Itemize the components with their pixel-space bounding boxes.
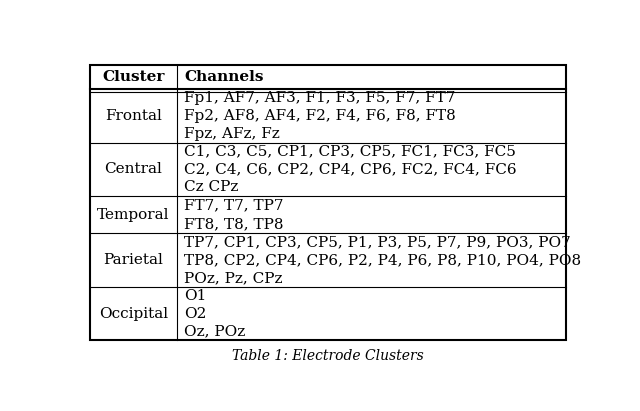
Text: Oz, POz: Oz, POz — [184, 325, 245, 339]
Text: C2, C4, C6, CP2, CP4, CP6, FC2, FC4, FC6: C2, C4, C6, CP2, CP4, CP6, FC2, FC4, FC6 — [184, 162, 516, 176]
Text: Temporal: Temporal — [97, 208, 170, 222]
Text: Parietal: Parietal — [104, 253, 163, 267]
Text: Cluster: Cluster — [102, 70, 164, 84]
Text: Fpz, AFz, Fz: Fpz, AFz, Fz — [184, 127, 280, 141]
Text: Central: Central — [104, 162, 163, 176]
Text: POz, Pz, CPz: POz, Pz, CPz — [184, 271, 283, 285]
Text: Fp2, AF8, AF4, F2, F4, F6, F8, FT8: Fp2, AF8, AF4, F2, F4, F6, F8, FT8 — [184, 109, 456, 123]
Text: TP8, CP2, CP4, CP6, P2, P4, P6, P8, P10, PO4, PO8: TP8, CP2, CP4, CP6, P2, P4, P6, P8, P10,… — [184, 253, 581, 267]
Text: TP7, CP1, CP3, CP5, P1, P3, P5, P7, P9, PO3, PO7: TP7, CP1, CP3, CP5, P1, P3, P5, P7, P9, … — [184, 235, 571, 249]
Text: FT8, T8, TP8: FT8, T8, TP8 — [184, 217, 284, 231]
Text: Channels: Channels — [184, 70, 264, 84]
Text: FT7, T7, TP7: FT7, T7, TP7 — [184, 199, 284, 212]
Text: C1, C3, C5, CP1, CP3, CP5, FC1, FC3, FC5: C1, C3, C5, CP1, CP3, CP5, FC1, FC3, FC5 — [184, 145, 516, 159]
Text: O2: O2 — [184, 307, 207, 321]
Text: Table 1: Electrode Clusters: Table 1: Electrode Clusters — [232, 349, 424, 363]
Text: Occipital: Occipital — [99, 307, 168, 321]
Text: Cz CPz: Cz CPz — [184, 180, 239, 194]
Text: Frontal: Frontal — [105, 109, 162, 123]
Text: Fp1, AF7, AF3, F1, F3, F5, F7, FT7: Fp1, AF7, AF3, F1, F3, F5, F7, FT7 — [184, 91, 456, 105]
Text: O1: O1 — [184, 289, 207, 303]
